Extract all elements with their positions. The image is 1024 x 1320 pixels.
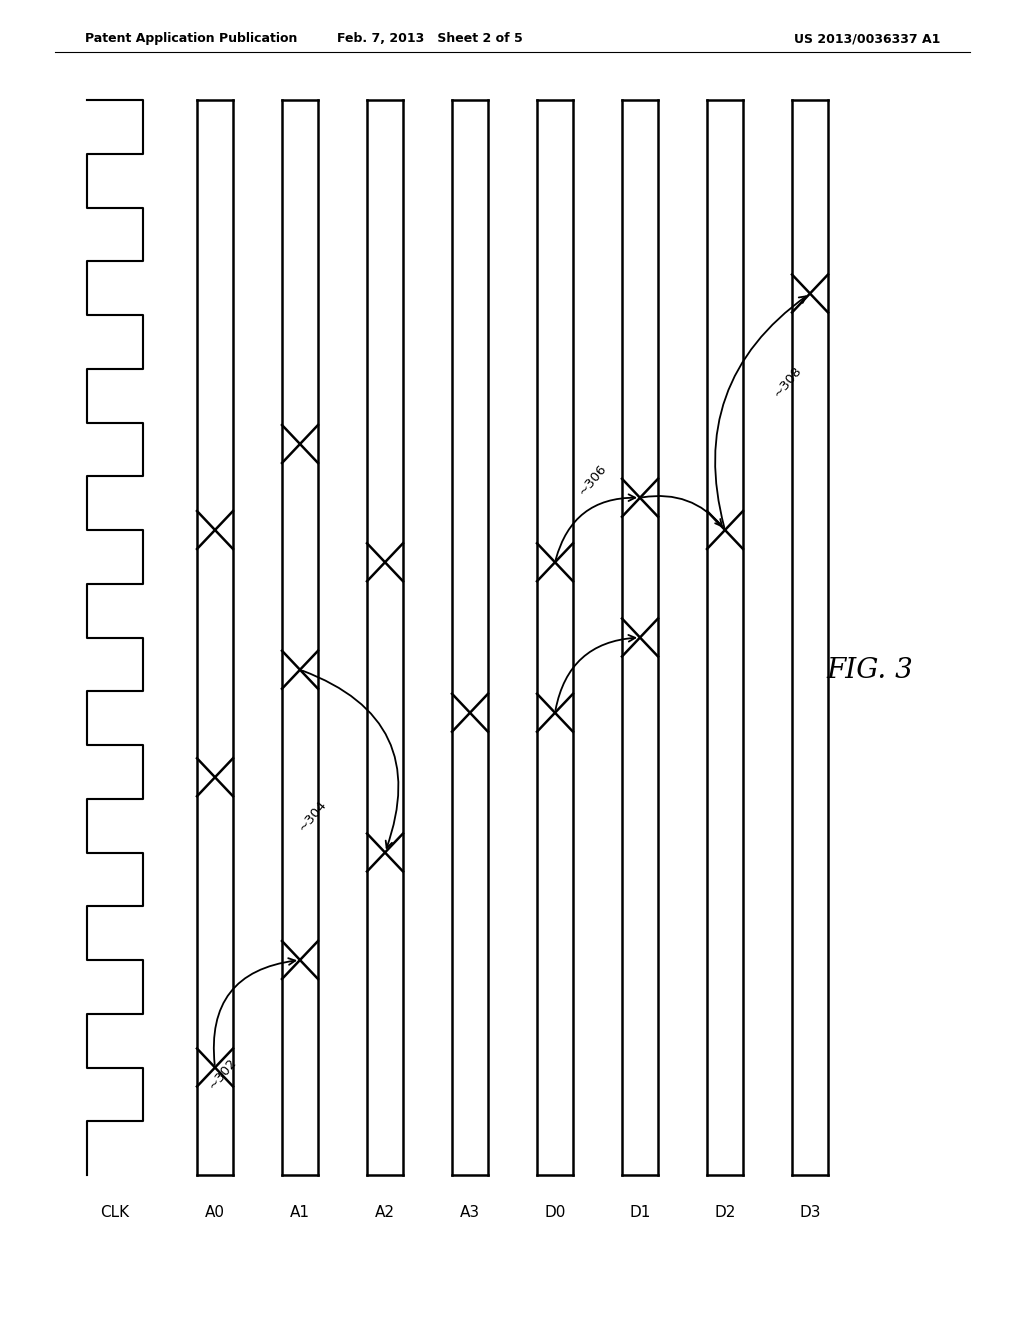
Text: ~302: ~302 [206, 1056, 240, 1092]
Text: D1: D1 [630, 1205, 650, 1220]
Text: US 2013/0036337 A1: US 2013/0036337 A1 [794, 32, 940, 45]
Text: D3: D3 [800, 1205, 821, 1220]
Text: A3: A3 [460, 1205, 480, 1220]
FancyArrowPatch shape [303, 671, 398, 847]
Text: Feb. 7, 2013   Sheet 2 of 5: Feb. 7, 2013 Sheet 2 of 5 [337, 32, 523, 45]
Text: D2: D2 [715, 1205, 735, 1220]
Text: A2: A2 [375, 1205, 395, 1220]
Text: A1: A1 [290, 1205, 310, 1220]
Text: A0: A0 [205, 1205, 225, 1220]
Text: ~304: ~304 [296, 799, 329, 834]
Text: FIG. 3: FIG. 3 [826, 656, 913, 684]
Text: ~308: ~308 [771, 363, 804, 400]
FancyArrowPatch shape [556, 494, 635, 560]
Text: D0: D0 [545, 1205, 565, 1220]
Text: ~306: ~306 [575, 462, 609, 498]
FancyArrowPatch shape [643, 496, 722, 527]
Text: Patent Application Publication: Patent Application Publication [85, 32, 297, 45]
FancyArrowPatch shape [715, 296, 806, 527]
FancyArrowPatch shape [214, 958, 295, 1065]
FancyArrowPatch shape [555, 635, 635, 710]
Text: CLK: CLK [100, 1205, 130, 1220]
